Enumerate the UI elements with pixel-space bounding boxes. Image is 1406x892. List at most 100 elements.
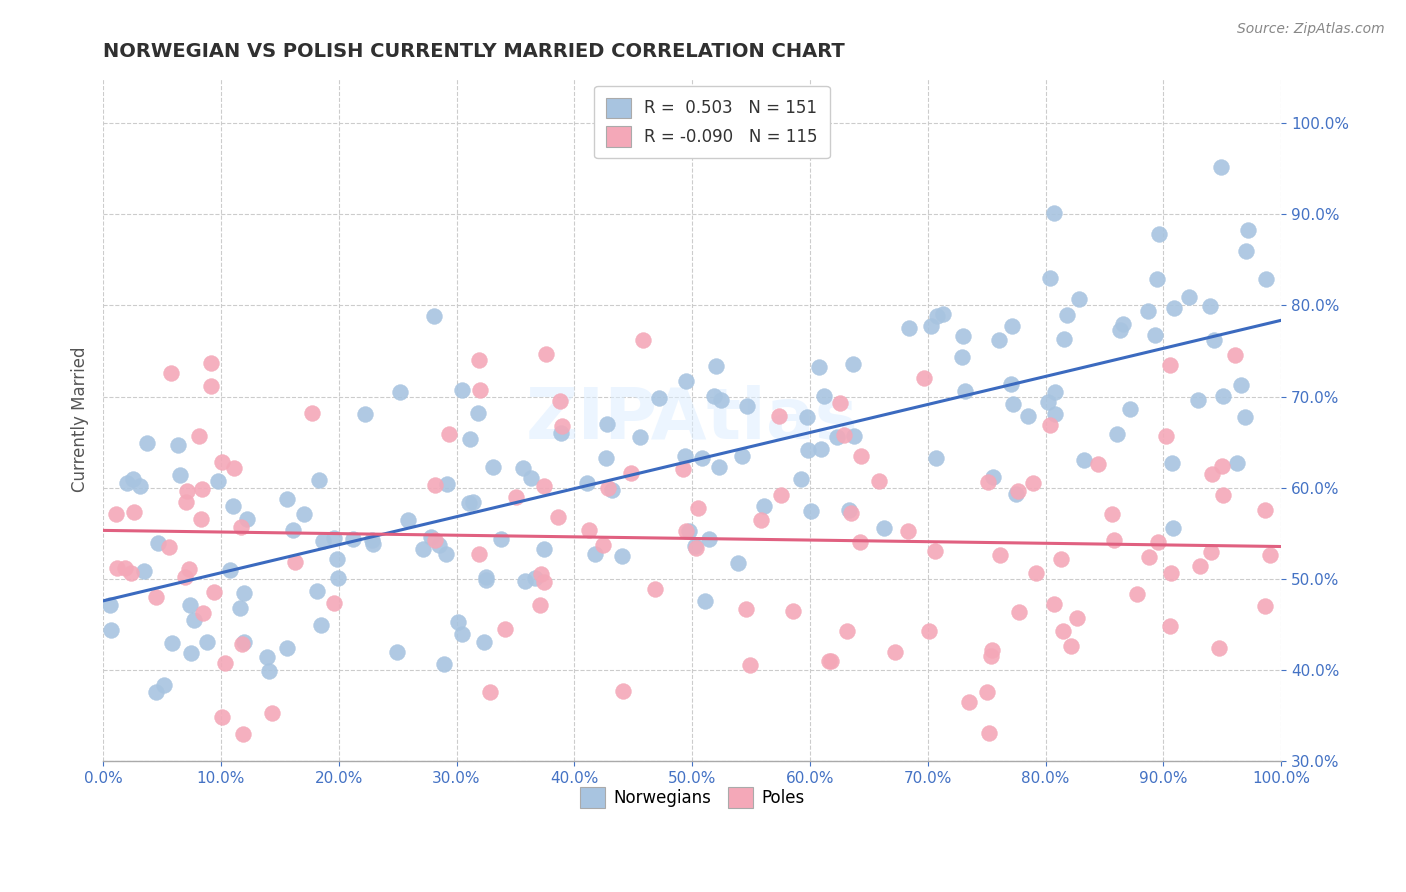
Point [735,399,758,413]
Text: Source: ZipAtlas.com: Source: ZipAtlas.com [1237,22,1385,37]
Point [122,472,145,486]
Point [1056,308,1078,322]
Point [688,500,710,515]
Point [690,451,713,466]
Point [920,318,942,333]
Point [1001,319,1024,334]
Point [180,646,202,660]
Point [925,451,948,466]
Point [1146,271,1168,285]
Point [1001,397,1024,411]
Point [385,645,408,659]
Point [396,513,419,527]
Point [160,366,183,380]
Point [104,507,127,521]
Point [1254,502,1277,516]
Point [1188,559,1211,574]
Point [177,562,200,576]
Point [191,606,214,620]
Point [1202,334,1225,348]
Point [1163,301,1185,315]
Point [727,556,749,570]
Point [423,478,446,492]
Point [100,623,122,637]
Point [1045,407,1067,421]
Point [952,328,974,343]
Point [1060,639,1083,653]
Text: ZIPAtlas: ZIPAtlas [526,384,859,454]
Point [1160,566,1182,580]
Point [437,426,460,441]
Point [1209,160,1232,174]
Point [955,384,977,398]
Point [782,604,804,618]
Point [232,727,254,741]
Point [675,374,697,388]
Point [837,624,859,638]
Point [219,563,242,577]
Point [308,474,330,488]
Point [1258,548,1281,562]
Point [146,535,169,549]
Point [231,637,253,651]
Point [436,476,458,491]
Point [489,532,512,546]
Point [644,582,666,596]
Point [703,389,725,403]
Point [1039,271,1062,285]
Point [932,308,955,322]
Point [233,635,256,649]
Point [769,488,792,502]
Point [159,540,181,554]
Point [1112,317,1135,331]
Point [832,428,855,442]
Point [520,471,543,485]
Point [132,564,155,578]
Point [807,359,830,374]
Point [1201,467,1223,482]
Point [707,459,730,474]
Point [446,615,468,629]
Point [685,541,707,555]
Point [693,593,716,607]
Point [353,407,375,421]
Point [1087,457,1109,471]
Point [120,566,142,580]
Point [301,406,323,420]
Point [200,356,222,370]
Point [211,455,233,469]
Point [494,622,516,636]
Point [479,685,502,699]
Point [129,479,152,493]
Point [849,449,872,463]
Point [578,524,600,538]
Point [229,520,252,534]
Point [1161,521,1184,535]
Point [233,586,256,600]
Point [135,436,157,450]
Point [1234,244,1257,258]
Point [740,658,762,673]
Point [1137,304,1160,318]
Point [924,544,946,558]
Point [685,539,707,553]
Point [307,583,329,598]
Point [710,393,733,408]
Point [950,351,973,365]
Point [1212,389,1234,403]
Point [533,542,555,557]
Point [1161,456,1184,470]
Point [1234,409,1257,424]
Point [412,541,434,556]
Point [550,426,572,441]
Point [981,470,1004,484]
Point [458,495,481,509]
Point [228,601,250,615]
Point [236,512,259,526]
Legend: Norwegians, Poles: Norwegians, Poles [574,780,811,814]
Point [460,432,482,446]
Point [179,599,201,613]
Point [188,428,211,442]
Point [360,533,382,547]
Point [612,684,634,698]
